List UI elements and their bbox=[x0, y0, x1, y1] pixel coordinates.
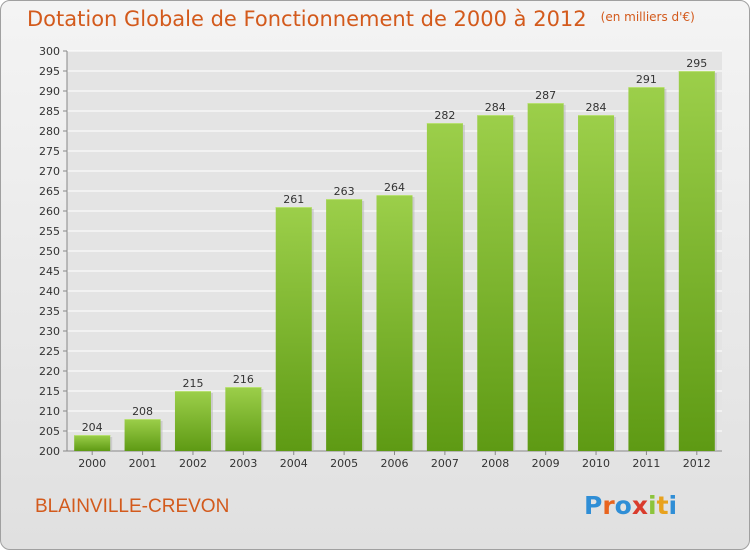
x-tick-label: 2009 bbox=[532, 457, 560, 470]
data-label: 291 bbox=[636, 73, 657, 86]
x-tick-label: 2007 bbox=[431, 457, 459, 470]
data-label: 216 bbox=[233, 373, 254, 386]
logo-letter: i bbox=[668, 491, 678, 520]
data-label: 287 bbox=[535, 89, 556, 102]
data-label: 264 bbox=[384, 181, 405, 194]
y-tick-label: 235 bbox=[39, 305, 60, 318]
x-tick-label: 2006 bbox=[381, 457, 409, 470]
bar[interactable] bbox=[74, 435, 111, 451]
y-tick-label: 275 bbox=[39, 145, 60, 158]
logo-letter: i bbox=[648, 491, 657, 520]
data-label: 263 bbox=[334, 185, 355, 198]
y-tick-label: 210 bbox=[39, 405, 60, 418]
logo-letter: r bbox=[602, 491, 615, 520]
x-tick-label: 2012 bbox=[683, 457, 711, 470]
bar[interactable] bbox=[376, 195, 413, 451]
y-tick-label: 265 bbox=[39, 185, 60, 198]
x-tick-label: 2004 bbox=[280, 457, 308, 470]
y-tick-label: 280 bbox=[39, 125, 60, 138]
x-tick-label: 2010 bbox=[582, 457, 610, 470]
y-tick-label: 245 bbox=[39, 265, 60, 278]
data-label: 215 bbox=[182, 377, 203, 390]
proxiti-logo[interactable]: Proxiti bbox=[584, 491, 677, 525]
bar[interactable] bbox=[628, 87, 665, 451]
bar[interactable] bbox=[174, 391, 211, 451]
data-label: 295 bbox=[686, 57, 707, 70]
data-label: 284 bbox=[485, 101, 506, 114]
title-text: Dotation Globale de Fonctionnement de 20… bbox=[27, 7, 587, 31]
y-tick-label: 250 bbox=[39, 245, 60, 258]
bar[interactable] bbox=[124, 419, 161, 451]
y-tick-label: 205 bbox=[39, 425, 60, 438]
y-tick-label: 240 bbox=[39, 285, 60, 298]
data-label: 208 bbox=[132, 405, 153, 418]
x-tick-label: 2000 bbox=[78, 457, 106, 470]
y-tick-label: 255 bbox=[39, 225, 60, 238]
y-tick-label: 300 bbox=[39, 45, 60, 58]
title-unit: (en milliers d'€) bbox=[600, 10, 695, 24]
y-tick-label: 225 bbox=[39, 345, 60, 358]
x-tick-label: 2001 bbox=[129, 457, 157, 470]
y-tick-label: 215 bbox=[39, 385, 60, 398]
y-tick-label: 260 bbox=[39, 205, 60, 218]
logo-letter: P bbox=[584, 491, 603, 520]
x-tick-label: 2008 bbox=[481, 457, 509, 470]
y-tick-label: 295 bbox=[39, 65, 60, 78]
bar[interactable] bbox=[527, 103, 564, 451]
y-tick-label: 290 bbox=[39, 85, 60, 98]
data-label: 284 bbox=[586, 101, 607, 114]
bar[interactable] bbox=[275, 207, 312, 451]
x-tick-label: 2002 bbox=[179, 457, 207, 470]
logo-letter: t bbox=[656, 491, 669, 520]
data-label: 261 bbox=[283, 193, 304, 206]
bar[interactable] bbox=[678, 71, 715, 451]
x-tick-label: 2003 bbox=[229, 457, 257, 470]
bar[interactable] bbox=[578, 115, 615, 451]
data-label: 204 bbox=[82, 421, 103, 434]
y-tick-label: 270 bbox=[39, 165, 60, 178]
logo-letter: o bbox=[614, 491, 632, 520]
chart-title: Dotation Globale de Fonctionnement de 20… bbox=[27, 7, 695, 37]
bar[interactable] bbox=[477, 115, 514, 451]
bar[interactable] bbox=[426, 123, 463, 451]
y-tick-label: 220 bbox=[39, 365, 60, 378]
x-tick-label: 2005 bbox=[330, 457, 358, 470]
logo-letter: x bbox=[631, 491, 648, 520]
y-tick-label: 230 bbox=[39, 325, 60, 338]
commune-name: BLAINVILLE-CREVON bbox=[35, 496, 230, 517]
y-tick-label: 200 bbox=[39, 445, 60, 458]
y-tick-label: 285 bbox=[39, 105, 60, 118]
x-tick-label: 2011 bbox=[632, 457, 660, 470]
bar[interactable] bbox=[326, 199, 363, 451]
data-label: 282 bbox=[434, 109, 455, 122]
bar[interactable] bbox=[225, 387, 262, 451]
